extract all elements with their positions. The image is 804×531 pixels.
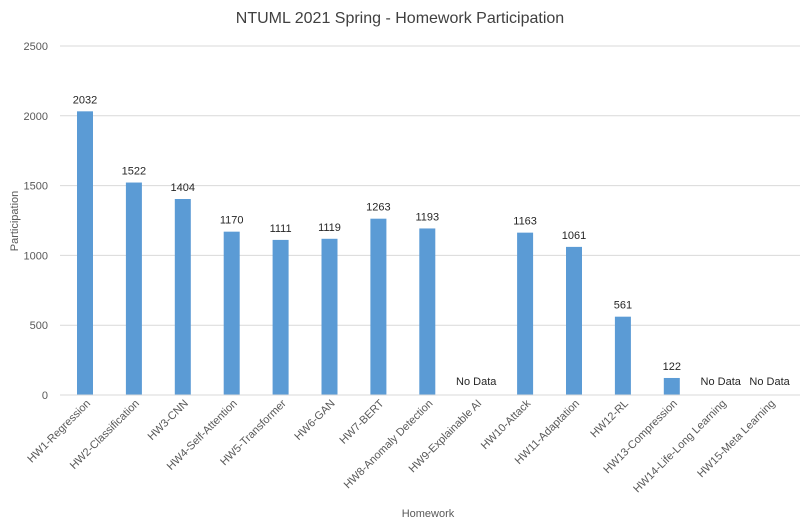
data-label: 122 — [663, 361, 681, 373]
data-label: 1119 — [318, 222, 341, 234]
no-data-label: No Data — [456, 376, 497, 388]
chart-title: NTUML 2021 Spring - Homework Participati… — [236, 10, 564, 27]
y-tick-label: 0 — [42, 390, 48, 402]
bar — [77, 111, 93, 396]
data-label: 1163 — [513, 216, 537, 228]
y-tick-label: 2500 — [24, 41, 48, 53]
y-tick-label: 500 — [30, 320, 48, 332]
x-tick-label: HW3-CNN — [146, 398, 191, 443]
y-tick-label: 2000 — [24, 111, 48, 123]
data-label: 1522 — [122, 166, 146, 178]
no-data-label: No Data — [749, 376, 790, 388]
bar — [566, 246, 582, 395]
x-tick-label: HW6-GAN — [292, 398, 337, 443]
x-axis-title: Homework — [402, 508, 455, 520]
data-label: 1061 — [562, 230, 586, 242]
data-label: 561 — [614, 300, 632, 312]
data-label: 1193 — [415, 211, 439, 223]
data-label: 1263 — [366, 202, 390, 214]
x-tick-label: HW12-RL — [588, 398, 631, 441]
no-data-label: No Data — [701, 376, 742, 388]
data-label: 2032 — [73, 94, 97, 106]
y-axis-ticks: 0 500 1000 1500 2000 2500 — [24, 41, 48, 402]
bar — [174, 199, 191, 395]
bar — [125, 182, 142, 395]
bar — [517, 232, 534, 395]
x-tick-label: HW14-Life-Long Learning — [631, 398, 729, 496]
data-labels: 2032 1522 1404 1170 1111 1119 1263 1193 No Data 1… — [73, 94, 791, 388]
bar — [370, 218, 387, 395]
bar — [614, 316, 631, 395]
x-tick-label: HW10-Attack — [479, 397, 534, 452]
y-tick-label: 1500 — [24, 181, 48, 193]
data-label: 1111 — [270, 223, 292, 235]
x-tick-label: HW8-Anomaly Detection — [342, 398, 436, 492]
bars — [77, 111, 680, 396]
bar — [663, 377, 680, 395]
data-label: 1170 — [220, 215, 244, 227]
bar — [272, 239, 289, 395]
x-tick-label: HW7-BERT — [338, 397, 387, 446]
bar — [419, 228, 436, 395]
y-axis-title: Participation — [9, 191, 21, 252]
bar — [321, 238, 338, 395]
data-label: 1404 — [171, 182, 195, 194]
bar — [223, 231, 240, 395]
y-tick-label: 1000 — [24, 250, 48, 262]
